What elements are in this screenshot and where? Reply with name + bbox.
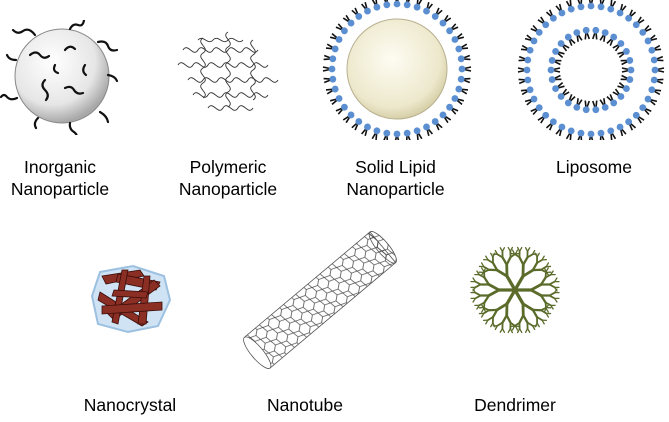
liposome-icon <box>517 0 665 140</box>
nanotube-icon <box>243 231 397 369</box>
solid-lipid-nanoparticle-icon <box>322 0 472 140</box>
polymeric-nanoparticle-icon <box>177 31 279 111</box>
dendrimer-label: Dendrimer <box>474 395 556 415</box>
inorganic-nanoparticle-icon <box>0 20 119 135</box>
nanotube-label: Nanotube <box>267 395 343 415</box>
polymeric-nanoparticle-label: Polymeric Nanoparticle <box>178 157 278 199</box>
solid-lipid-nanoparticle-label: Solid Lipid Nanoparticle <box>346 157 445 199</box>
inorganic-nanoparticle-label: Inorganic Nanoparticle <box>10 157 110 199</box>
liposome-label: Liposome <box>556 157 632 177</box>
nanocrystal-icon <box>90 264 172 334</box>
nanocrystal-label: Nanocrystal <box>83 395 177 415</box>
dendrimer-icon <box>470 246 560 334</box>
